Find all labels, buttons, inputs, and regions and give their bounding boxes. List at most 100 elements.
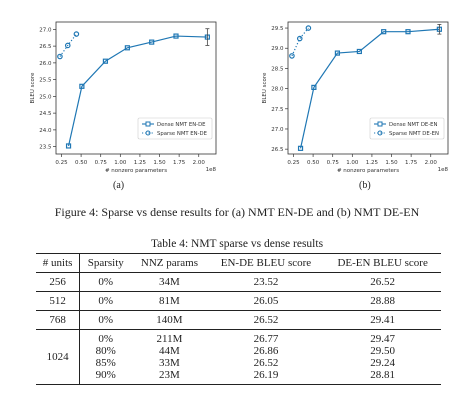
- de-en-legend-marker: [377, 121, 383, 127]
- de-en-series-line-1: [291, 27, 309, 57]
- de-en-y-tick-label: 28.5: [271, 66, 284, 72]
- de-en-y-axis-label: BLEU score: [262, 72, 268, 103]
- en-de-point-dense: [65, 143, 72, 149]
- table-row: 256 0% 34M 23.52 26.52: [36, 272, 441, 292]
- en-de-series-line-1: [59, 33, 77, 57]
- en-de-y-tick-label: 27.0: [39, 27, 52, 33]
- en-de-y-tick-label: 25.0: [39, 94, 52, 100]
- cell-sparsity: 0%: [98, 333, 114, 345]
- de-en-x-tick-label: 0.50: [307, 160, 320, 166]
- de-en-y-tick-label: 27.0: [271, 127, 284, 133]
- cell-nnz-params: 33M: [159, 357, 180, 369]
- en-de-x-axis-label: # nonzero parameters: [105, 168, 167, 174]
- cell-de-en-bleu: 28.88: [324, 291, 441, 311]
- en-de-point-dense: [149, 39, 155, 45]
- en-de-point-sparse: [73, 31, 80, 37]
- results-table: # units Sparsity NNZ params EN-DE BLEU s…: [36, 253, 441, 385]
- chart-de-en-svg: 0.25 0.50 0.75 1.00 1.25 1.50 1.75 2.00 26.5 27.0…: [262, 21, 449, 174]
- de-en-x-tick-label: 1.25: [366, 160, 379, 166]
- en-de-point-dense: [79, 83, 85, 89]
- de-en-point-dense: [356, 48, 362, 55]
- en-de-y-tick-label: 26.0: [39, 61, 52, 67]
- de-en-y-tick-label: 26.5: [271, 147, 284, 153]
- subfigure-label-a: (a): [113, 180, 125, 191]
- cell-sparsity: 0%: [79, 310, 132, 330]
- de-en-point-dense: [297, 145, 304, 151]
- en-de-plot-frame: [55, 21, 217, 155]
- cell-sparsity: 90%: [95, 369, 116, 381]
- cell-en-de-bleu: 26.52: [207, 310, 325, 330]
- de-en-legend-label: Dense NMT DE-EN: [389, 122, 438, 128]
- en-de-point-dense: [124, 45, 130, 51]
- en-de-point-dense: [173, 33, 179, 39]
- cell-nnz-params-stack: 211M 44M 33M 23M: [131, 329, 208, 385]
- cell-sparsity: 0%: [79, 291, 132, 311]
- cell-sparsity: 0%: [79, 272, 132, 292]
- en-de-y-tick-label: 24.0: [39, 128, 52, 134]
- de-en-x-tick-label: 1.75: [405, 160, 418, 166]
- header-sparsity: Sparsity: [79, 253, 132, 273]
- de-en-x-tick-label: 1.00: [346, 160, 359, 166]
- de-en-point-sparse: [305, 25, 312, 31]
- table-header-row: # units Sparsity NNZ params EN-DE BLEU s…: [36, 253, 441, 273]
- chart-en-de-svg: 0.25 0.50 0.75 1.00 1.25 1.50 1.75 2.00 23.5 24.0…: [30, 21, 217, 174]
- de-en-y-tick-label: 27.5: [271, 107, 284, 113]
- en-de-x-tick-label: 1.75: [173, 160, 186, 166]
- cell-nnz-params: 23M: [159, 369, 180, 381]
- cell-de-en-bleu-stack: 29.47 29.50 29.24 28.81: [324, 329, 441, 385]
- cell-de-en-bleu: 29.47: [370, 333, 396, 345]
- cell-en-de-bleu: 26.05: [207, 291, 325, 311]
- en-de-legend-label: Dense NMT EN-DE: [157, 122, 206, 128]
- cell-units: 256: [36, 272, 81, 292]
- en-de-legend-marker: [145, 121, 151, 127]
- de-en-x-tick-label: 0.75: [327, 160, 340, 166]
- de-en-point-dense: [405, 29, 411, 35]
- cell-nnz-params: 44M: [159, 345, 180, 357]
- de-en-point-dense: [334, 50, 341, 56]
- en-de-y-tick-label: 26.5: [39, 44, 52, 50]
- header-units: # units: [36, 253, 81, 273]
- cell-units: 1024: [36, 329, 81, 385]
- cell-nnz-params: 34M: [131, 272, 208, 292]
- de-en-legend-marker: [377, 130, 383, 136]
- de-en-x-tick-label: 2.00: [425, 160, 438, 166]
- cell-nnz-params: 81M: [131, 291, 208, 311]
- table-row: 768 0% 140M 26.52 29.41: [36, 310, 441, 330]
- cell-en-de-bleu: 26.86: [253, 345, 279, 357]
- de-en-point-sparse: [296, 35, 303, 42]
- cell-units: 512: [36, 291, 81, 311]
- cell-units: 768: [36, 310, 81, 330]
- en-de-x-tick-label: 0.50: [75, 160, 88, 166]
- en-de-x-tick-label: 1.25: [134, 160, 147, 166]
- table-row: 512 0% 81M 26.05 28.88: [36, 291, 441, 311]
- chart-de-en: 0.25 0.50 0.75 1.00 1.25 1.50 1.75 2.00 26.5 27.0…: [258, 14, 463, 174]
- de-en-x-tick-label: 0.25: [287, 160, 300, 166]
- de-en-x-multiplier: 1e8: [438, 167, 449, 173]
- en-de-y-axis-label: BLEU score: [30, 72, 36, 103]
- en-de-point-sparse: [64, 42, 71, 49]
- en-de-y-tick-label: 23.5: [39, 145, 52, 151]
- cell-de-en-bleu: 29.24: [370, 357, 396, 369]
- cell-en-de-bleu: 26.19: [253, 369, 279, 381]
- cell-sparsity: 80%: [95, 345, 116, 357]
- en-de-legend-label: Sparse NMT EN-DE: [157, 131, 208, 137]
- en-de-x-tick-label: 1.50: [153, 160, 166, 166]
- en-de-x-tick-label: 0.75: [95, 160, 108, 166]
- table-caption: Table 4: NMT sparse vs dense results: [150, 238, 324, 250]
- header-en-de-bleu: EN-DE BLEU score: [207, 253, 325, 273]
- cell-nnz-params: 211M: [156, 333, 183, 345]
- de-en-point-dense: [311, 84, 317, 90]
- figure-caption: Figure 4: Sparse vs dense results for (a…: [54, 205, 420, 219]
- cell-en-de-bleu: 23.52: [207, 272, 325, 292]
- cell-en-de-bleu: 26.52: [253, 357, 279, 369]
- header-nnz-params: NNZ params: [131, 253, 208, 273]
- cell-sparsity-stack: 0% 80% 85% 90%: [79, 329, 132, 385]
- en-de-x-multiplier: 1e8: [206, 167, 217, 173]
- de-en-y-tick-label: 29.0: [271, 46, 284, 52]
- de-en-x-axis-label: # nonzero parameters: [337, 168, 399, 174]
- de-en-x-tick-label: 1.50: [385, 160, 398, 166]
- de-en-series-line-0: [299, 28, 440, 149]
- cell-en-de-bleu-stack: 26.77 26.86 26.52 26.19: [207, 329, 325, 385]
- en-de-x-tick-label: 2.00: [193, 160, 206, 166]
- cell-nnz-params: 140M: [131, 310, 208, 330]
